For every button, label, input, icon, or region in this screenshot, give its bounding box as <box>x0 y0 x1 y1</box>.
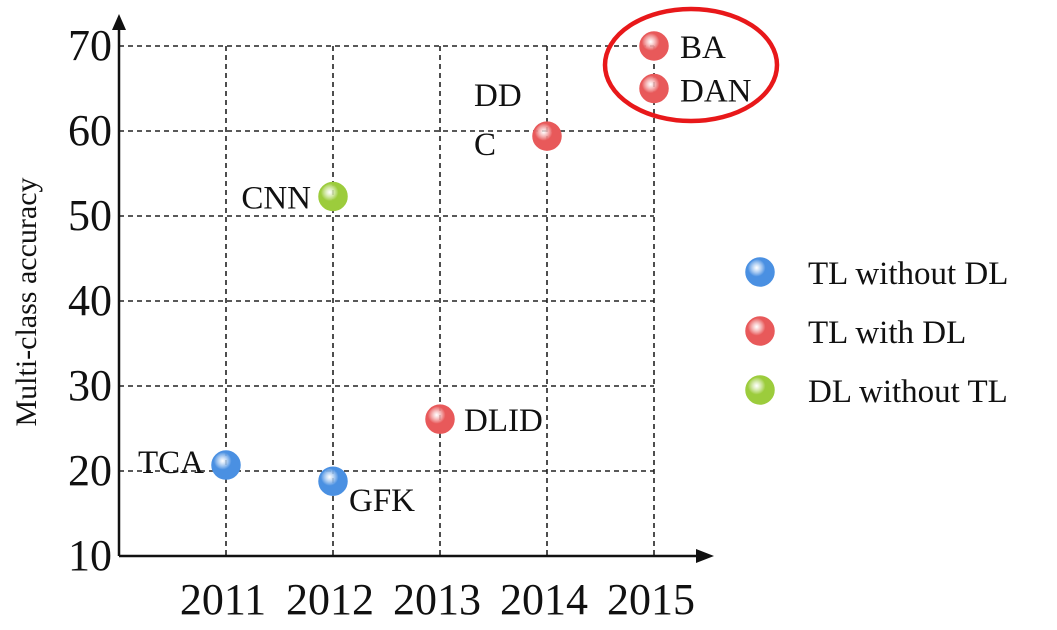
data-point-gfk <box>318 466 348 496</box>
legend-marker <box>745 316 775 346</box>
y-axis-arrow <box>112 14 126 30</box>
point-label-tca: TCA <box>138 445 204 481</box>
x-tick-label: 2015 <box>607 575 695 624</box>
y-tick-label: 20 <box>68 446 112 495</box>
tick-labels: 10 20 30 40 50 60 70 2011 2012 2013 2014 2015 <box>68 21 695 624</box>
legend-marker <box>745 375 775 405</box>
x-tick-label: 2012 <box>286 575 374 624</box>
point-label-dlid: DLID <box>464 403 543 439</box>
point-label-ddc: DD <box>474 78 522 114</box>
x-tick-label: 2014 <box>500 575 588 624</box>
legend-label: DL without TL <box>808 374 1008 410</box>
y-tick-label: 40 <box>68 276 112 325</box>
point-label-cnn: CNN <box>241 180 311 216</box>
data-point-ddc <box>532 121 562 151</box>
legend-marker <box>745 257 775 287</box>
legend-label: TL without DL <box>808 256 1008 292</box>
y-axis-label: Multi-class accuracy <box>10 177 43 426</box>
data-point-tca <box>211 450 241 480</box>
point-label-gfk: GFK <box>349 483 415 519</box>
point-label-ba: BA <box>680 30 726 66</box>
y-tick-label: 60 <box>68 106 112 155</box>
data-points: TCA GFK DLID DD C BA DAN CNN <box>138 30 752 519</box>
data-point-dan <box>639 73 669 104</box>
legend: TL without DL TL with DL DL without TL <box>745 256 1008 410</box>
point-label-ddc: C <box>474 127 496 163</box>
y-tick-label: 70 <box>68 21 112 70</box>
legend-label: TL with DL <box>808 315 966 351</box>
point-label-dan: DAN <box>680 74 752 110</box>
highlight-ellipse <box>602 6 780 124</box>
x-tick-label: 2013 <box>393 575 481 624</box>
data-point-ba <box>639 31 669 61</box>
y-tick-label: 10 <box>68 531 112 580</box>
annotation <box>602 6 780 124</box>
x-tick-label: 2011 <box>180 575 266 624</box>
data-point-cnn <box>318 181 348 212</box>
data-point-dlid <box>425 404 455 434</box>
y-tick-label: 30 <box>68 361 112 410</box>
y-tick-label: 50 <box>68 191 112 240</box>
x-axis-arrow <box>696 549 714 563</box>
axes <box>112 14 714 563</box>
